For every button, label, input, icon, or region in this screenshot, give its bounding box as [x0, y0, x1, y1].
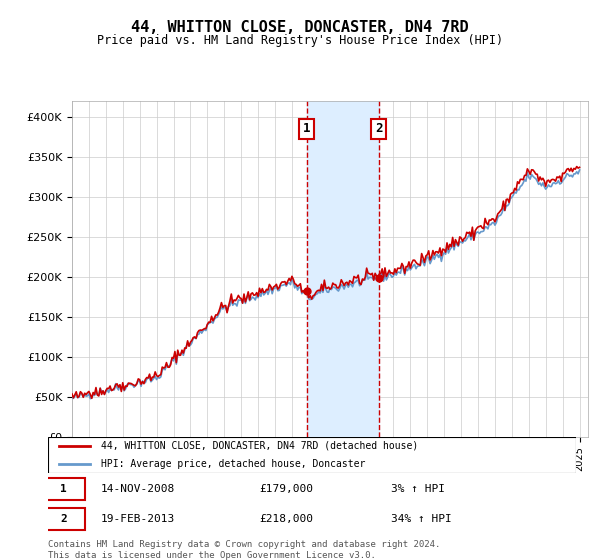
Text: 44, WHITTON CLOSE, DONCASTER, DN4 7RD (detached house): 44, WHITTON CLOSE, DONCASTER, DN4 7RD (d… — [101, 441, 418, 451]
Text: Contains HM Land Registry data © Crown copyright and database right 2024.
This d: Contains HM Land Registry data © Crown c… — [48, 540, 440, 560]
Text: 14-NOV-2008: 14-NOV-2008 — [101, 484, 175, 494]
Text: 44, WHITTON CLOSE, DONCASTER, DN4 7RD: 44, WHITTON CLOSE, DONCASTER, DN4 7RD — [131, 20, 469, 35]
Text: 1: 1 — [303, 122, 310, 136]
Text: £179,000: £179,000 — [259, 484, 313, 494]
Text: £218,000: £218,000 — [259, 514, 313, 524]
Text: 2: 2 — [375, 122, 382, 136]
Bar — [307, 101, 379, 437]
Text: 1: 1 — [61, 484, 67, 494]
FancyBboxPatch shape — [48, 437, 576, 473]
Text: 34% ↑ HPI: 34% ↑ HPI — [391, 514, 452, 524]
FancyBboxPatch shape — [43, 478, 85, 500]
Text: 3% ↑ HPI: 3% ↑ HPI — [391, 484, 445, 494]
Text: HPI: Average price, detached house, Doncaster: HPI: Average price, detached house, Donc… — [101, 459, 365, 469]
Text: 19-FEB-2013: 19-FEB-2013 — [101, 514, 175, 524]
Text: 2: 2 — [61, 514, 67, 524]
Text: Price paid vs. HM Land Registry's House Price Index (HPI): Price paid vs. HM Land Registry's House … — [97, 34, 503, 46]
FancyBboxPatch shape — [43, 508, 85, 530]
